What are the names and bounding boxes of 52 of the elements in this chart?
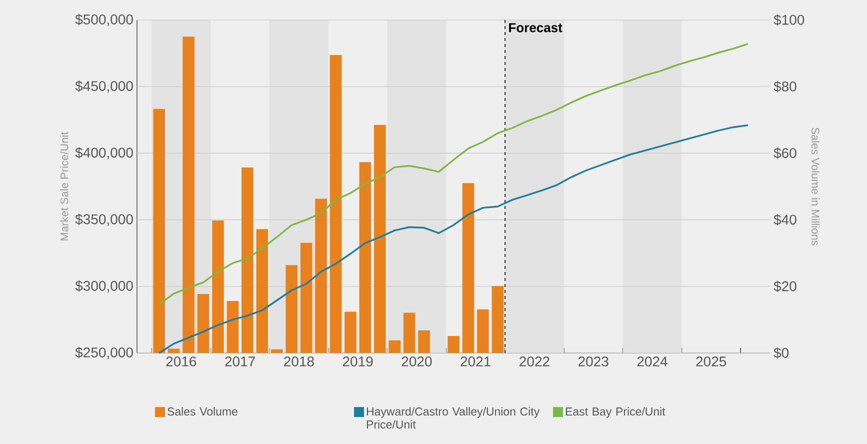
y2-tick-label: $20 bbox=[774, 280, 796, 292]
legend-label: Hayward/Castro Valley/Union City Price/Unit bbox=[366, 407, 540, 429]
x-tick-label: 2020 bbox=[402, 356, 432, 366]
x-tick-label: 2017 bbox=[225, 356, 255, 366]
bar bbox=[448, 336, 460, 353]
x-tick-label: 2021 bbox=[460, 356, 490, 366]
y-axis-title: Market Sale Price/Unit bbox=[60, 132, 68, 240]
y-tick-label: $300,000 bbox=[75, 280, 133, 292]
bar bbox=[300, 242, 312, 353]
x-tick-label: 2018 bbox=[284, 356, 314, 366]
bar bbox=[256, 229, 268, 353]
line-series bbox=[158, 43, 749, 306]
bar bbox=[359, 162, 372, 353]
bar bbox=[330, 54, 342, 353]
bar bbox=[168, 348, 180, 353]
x-tick-label: 2023 bbox=[578, 356, 608, 366]
y2-tick-label: $80 bbox=[774, 80, 796, 92]
x-tick-label: 2022 bbox=[520, 356, 550, 366]
x-tick-label: 2025 bbox=[696, 356, 726, 366]
ref-line-label: Forecast bbox=[509, 23, 562, 32]
x-tick-label: 2019 bbox=[342, 356, 373, 366]
x-tick-label: 2016 bbox=[166, 356, 196, 366]
bar bbox=[212, 220, 224, 353]
bar bbox=[403, 312, 416, 353]
bar bbox=[492, 286, 504, 353]
bar bbox=[153, 108, 165, 353]
y2-tick-label: $60 bbox=[774, 148, 796, 159]
bar bbox=[197, 294, 210, 353]
y-tick-label: $450,000 bbox=[75, 80, 133, 93]
bar bbox=[418, 330, 430, 353]
y2-axis-title: Sales Volume in Millions bbox=[812, 128, 820, 246]
bar bbox=[315, 198, 327, 353]
y2-tick-label: $100 bbox=[774, 14, 804, 26]
bar bbox=[242, 168, 254, 353]
y-tick-label: $500,000 bbox=[75, 14, 133, 26]
bar bbox=[344, 312, 356, 353]
x-tick-label: 2024 bbox=[637, 356, 668, 366]
bar bbox=[388, 340, 401, 353]
bar bbox=[374, 124, 386, 353]
y2-tick-label: $0 bbox=[774, 347, 789, 359]
bar bbox=[477, 309, 489, 353]
y-tick-label: $350,000 bbox=[75, 214, 133, 226]
bar bbox=[286, 265, 298, 353]
y-tick-label: $400,000 bbox=[75, 147, 133, 160]
y-tick-label: $250,000 bbox=[75, 346, 133, 360]
y2-tick-label: $40 bbox=[774, 214, 796, 226]
bar bbox=[270, 349, 283, 353]
bar bbox=[226, 301, 239, 353]
legend-label: East Bay Price/Unit bbox=[566, 407, 666, 418]
legend-label: Sales Volume bbox=[168, 407, 238, 416]
bar bbox=[182, 36, 194, 353]
bar bbox=[462, 183, 474, 353]
